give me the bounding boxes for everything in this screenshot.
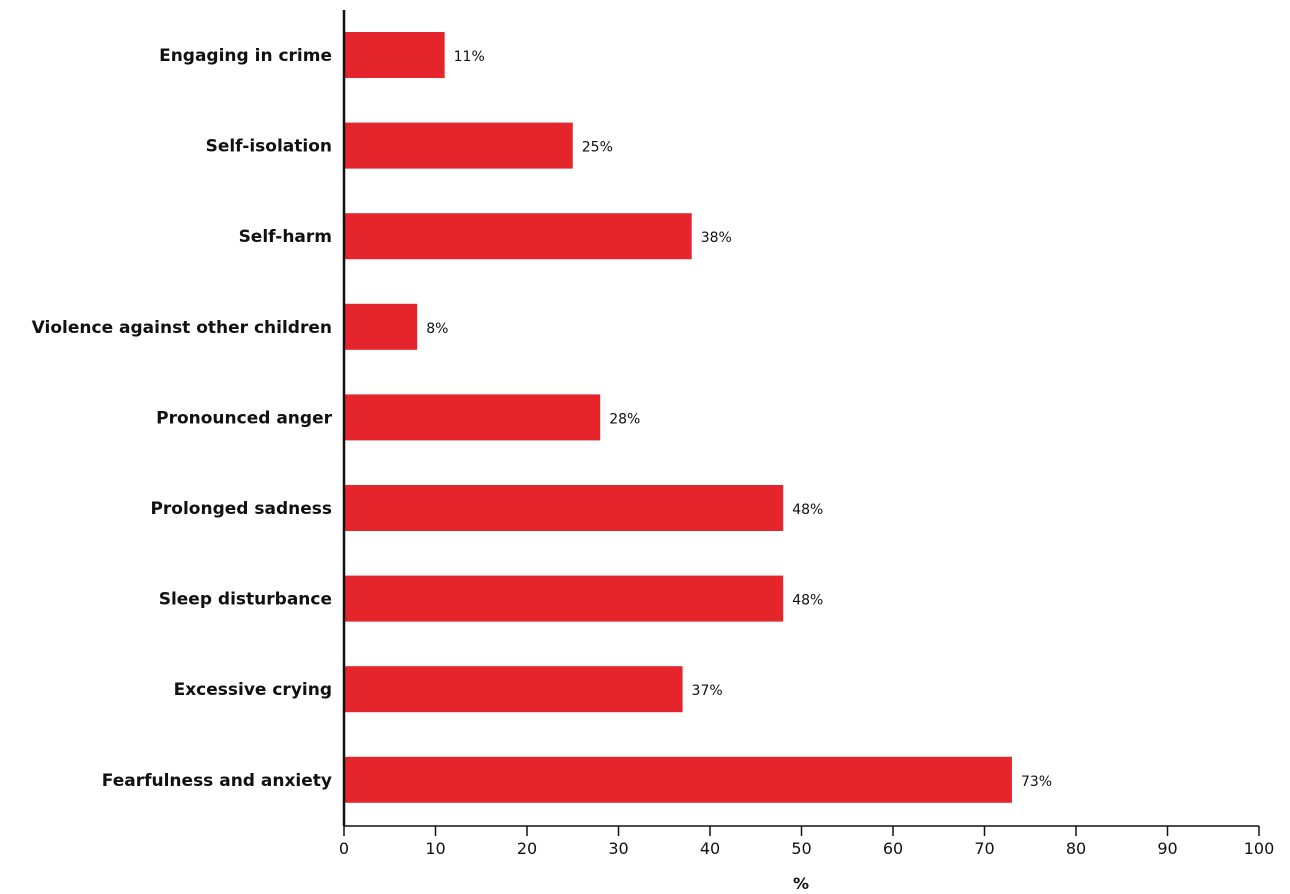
- category-label: Sleep disturbance: [159, 590, 332, 610]
- bar-3: [344, 303, 418, 350]
- category-label: Self-harm: [239, 227, 332, 247]
- data-label: 28%: [609, 411, 640, 427]
- data-label: 25%: [582, 140, 613, 156]
- data-label: 37%: [692, 683, 723, 699]
- x-tick-label: 10: [425, 839, 445, 858]
- x-tick-label: 70: [974, 839, 994, 858]
- bar-7: [344, 666, 683, 713]
- labels-layer: Engaging in crime 11% Self-isolation 25% Sel…: [32, 46, 1052, 791]
- bars-layer: [344, 32, 1012, 803]
- x-tick-label: 80: [1066, 839, 1086, 858]
- x-tick-label: 0: [339, 839, 349, 858]
- data-label: 73%: [1021, 774, 1052, 790]
- bar-5: [344, 485, 784, 531]
- x-tick-label: 90: [1157, 839, 1177, 858]
- bar-6: [344, 575, 784, 622]
- x-axis-title: %: [793, 874, 809, 893]
- data-label: 48%: [792, 593, 823, 609]
- category-label: Excessive crying: [174, 680, 332, 700]
- bar-1: [344, 122, 573, 169]
- bar-8: [344, 756, 1012, 803]
- category-label: Engaging in crime: [159, 46, 332, 66]
- category-label: Pronounced anger: [156, 408, 332, 428]
- x-tick-label: 50: [791, 839, 811, 858]
- data-label: 8%: [426, 321, 448, 337]
- x-tick-label: 40: [700, 839, 720, 858]
- category-label: Violence against other children: [32, 318, 332, 338]
- bar-2: [344, 213, 692, 260]
- axis-layer: % 0 10 20 30 40 50 60 70 80 90 100: [339, 10, 1274, 893]
- x-tick-label: 100: [1244, 839, 1275, 858]
- category-label: Fearfulness and anxiety: [102, 771, 332, 791]
- category-label: Prolonged sadness: [150, 499, 332, 519]
- x-tick-label: 60: [883, 839, 903, 858]
- x-tick-label: 30: [608, 839, 628, 858]
- x-tick-label: 20: [517, 839, 537, 858]
- category-label: Self-isolation: [206, 137, 332, 157]
- bar-4: [344, 394, 601, 441]
- data-label: 11%: [454, 49, 485, 65]
- bar-0: [344, 32, 445, 78]
- data-label: 38%: [701, 230, 732, 246]
- data-label: 48%: [792, 502, 823, 518]
